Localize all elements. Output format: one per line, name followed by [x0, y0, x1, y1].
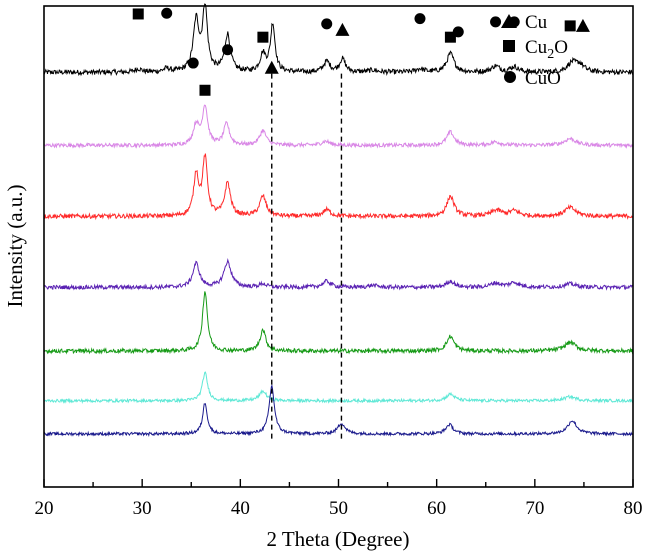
peak-markers	[132, 7, 590, 96]
circle-marker-5	[222, 44, 234, 56]
x-tick-label-80: 80	[624, 498, 643, 519]
legend-triangle-marker	[501, 14, 517, 28]
series-line-2	[43, 104, 634, 149]
series-line-6	[43, 371, 634, 405]
legend: Cu Cu2O CuO	[501, 12, 568, 89]
legend-label-cu2o-main: Cu	[525, 37, 548, 58]
square-marker-1	[132, 8, 144, 20]
square-marker-11	[444, 31, 456, 43]
series-line-3	[43, 153, 634, 221]
legend-label-cu2o: Cu2O	[525, 37, 568, 62]
square-marker-4	[199, 84, 211, 96]
circle-marker-2	[161, 7, 173, 19]
triangle-marker-9	[335, 22, 350, 36]
series-line-1	[43, 3, 634, 77]
circle-marker-8	[321, 18, 333, 30]
circle-marker-13	[490, 16, 502, 28]
x-tick-label-20: 20	[35, 498, 54, 519]
square-marker-6	[257, 31, 269, 43]
series-line-5	[43, 291, 634, 355]
circle-marker-3	[187, 57, 199, 69]
series-line-7	[43, 384, 634, 438]
x-tick-label-40: 40	[231, 498, 250, 519]
legend-square-marker	[503, 40, 515, 52]
triangle-marker-16	[575, 18, 590, 32]
legend-label-cu2o-tail: O	[554, 37, 568, 58]
y-axis-title: Intensity (a.u.)	[3, 184, 27, 307]
x-axis-title: 2 Theta (Degree)	[266, 527, 409, 551]
triangle-marker-7	[264, 60, 279, 74]
x-tick-label-50: 50	[329, 498, 348, 519]
x-axis-ticks: 20 30 40 50 60 70 80	[35, 479, 643, 519]
circle-marker-12	[452, 26, 464, 38]
series-layer	[43, 3, 634, 438]
legend-circle-marker	[504, 71, 516, 83]
x-tick-label-60: 60	[427, 498, 446, 519]
series-line-4	[43, 258, 634, 291]
reference-lines	[271, 73, 343, 441]
legend-label-cu2o-sub: 2	[547, 47, 554, 62]
square-marker-15	[564, 20, 576, 32]
x-tick-label-30: 30	[133, 498, 152, 519]
x-tick-label-70: 70	[525, 498, 544, 519]
legend-label-cuo: CuO	[525, 68, 561, 89]
circle-marker-10	[414, 13, 426, 25]
legend-label-cu: Cu	[525, 12, 548, 33]
